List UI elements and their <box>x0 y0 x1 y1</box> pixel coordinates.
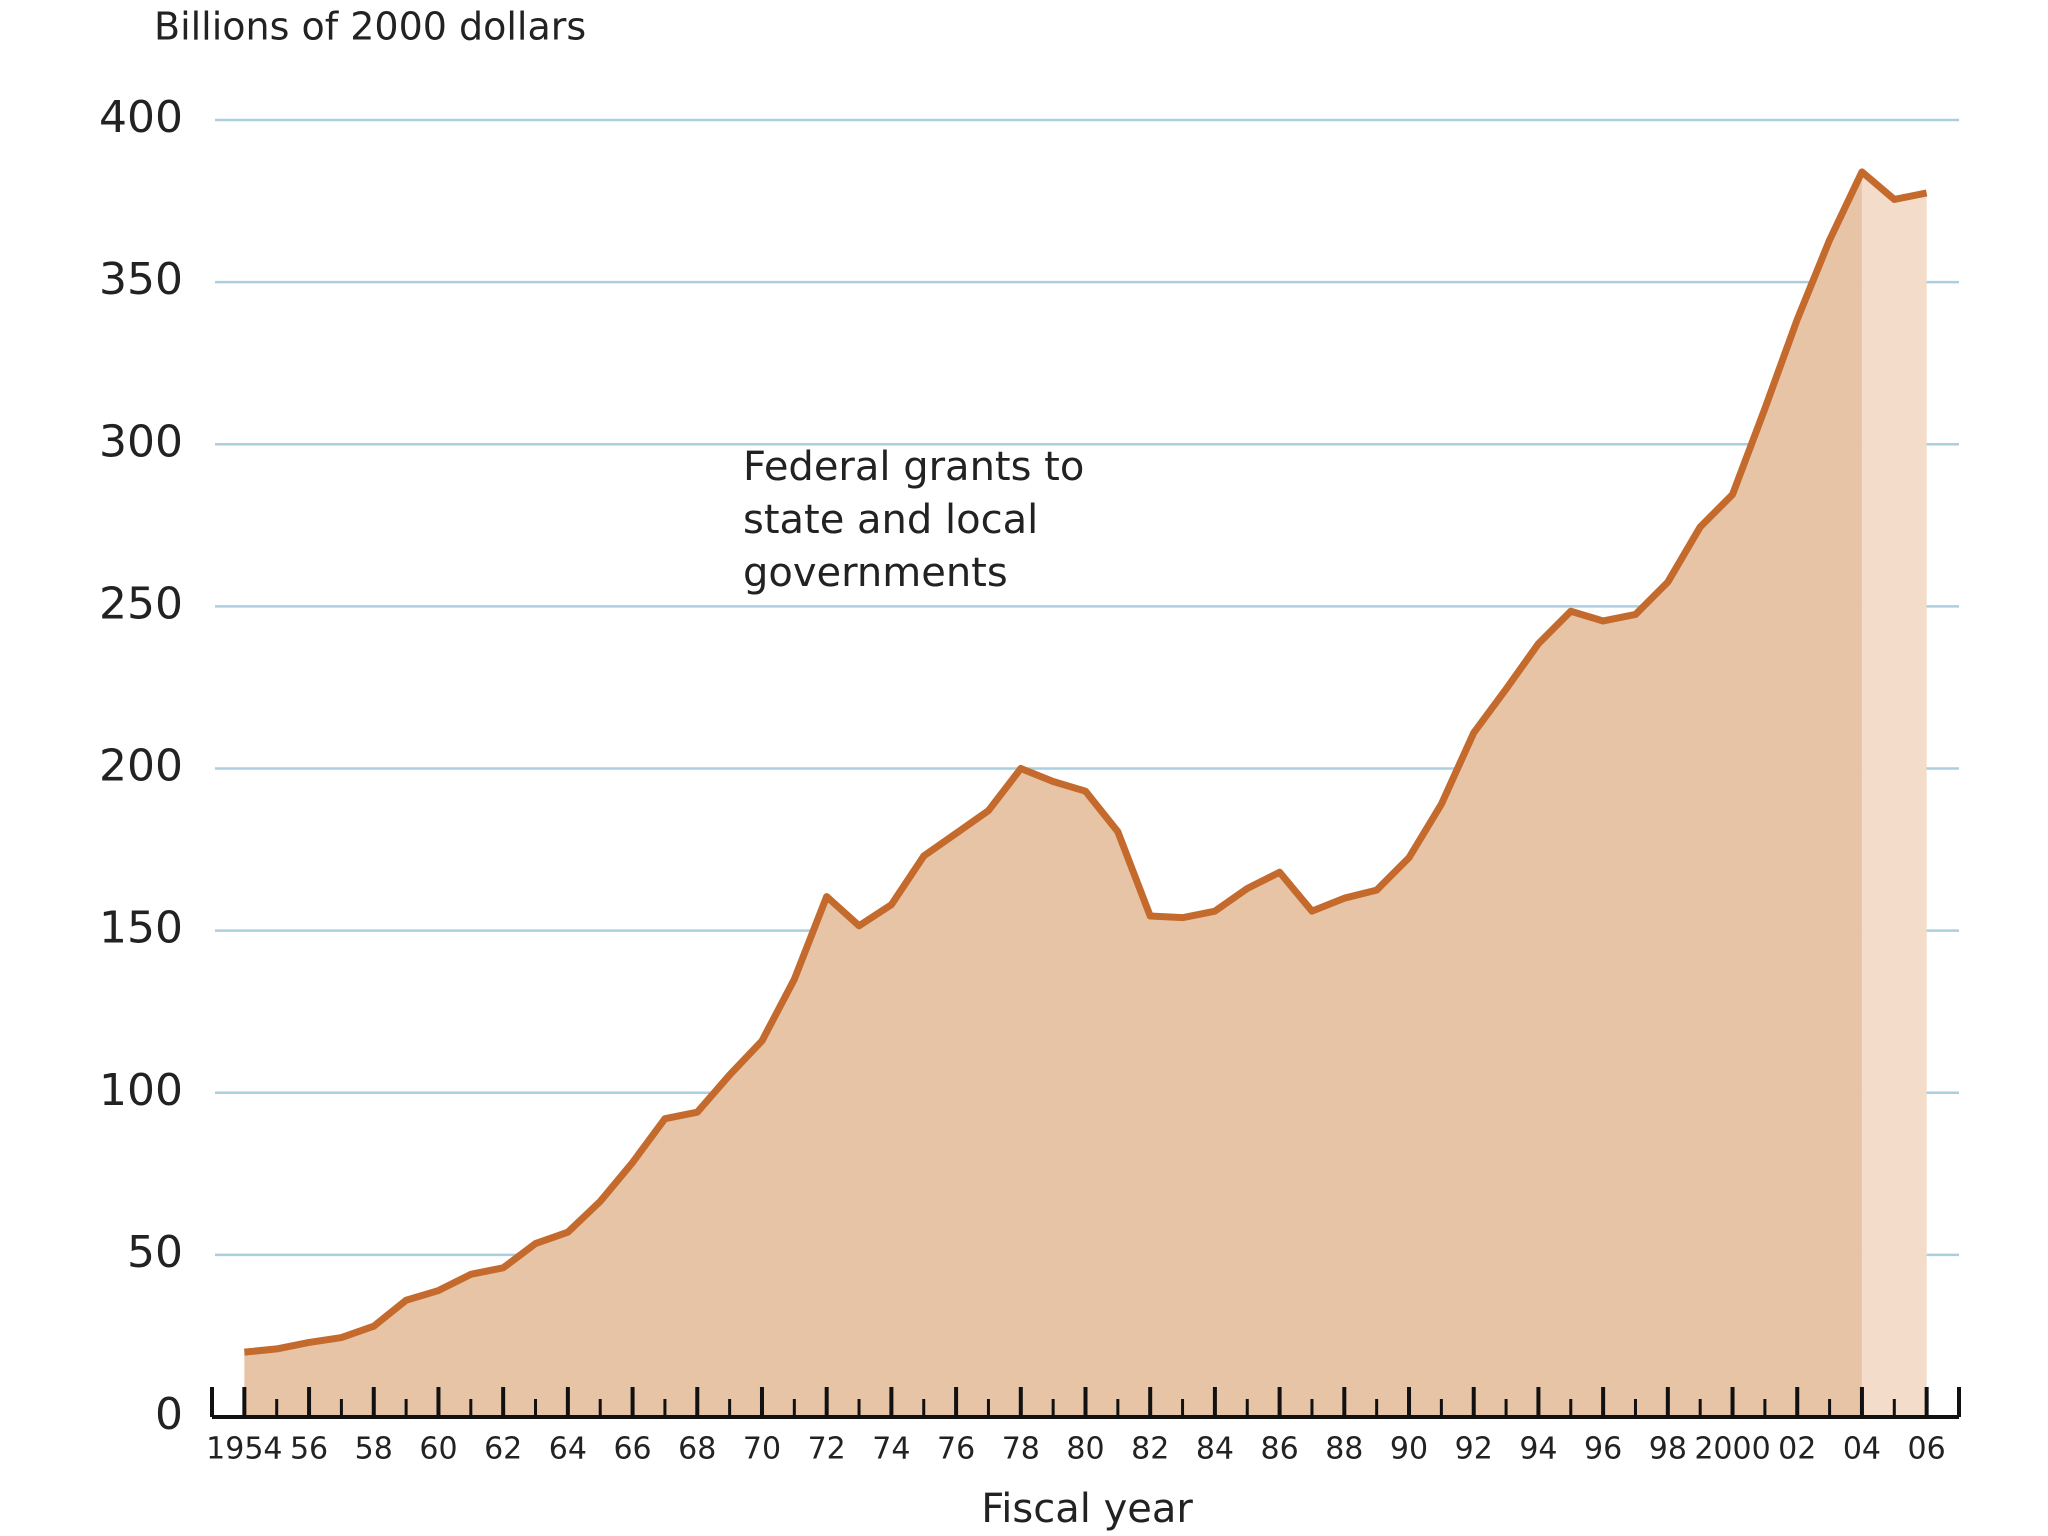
x-tick-label: 66 <box>613 1432 651 1467</box>
y-tick-label: 50 <box>127 1227 183 1278</box>
x-tick-label: 76 <box>937 1432 975 1467</box>
annotation: Federal grants to <box>743 444 1084 490</box>
area-fill <box>244 171 1862 1417</box>
x-tick-label: 78 <box>1002 1432 1040 1467</box>
y-tick-label: 0 <box>155 1389 183 1440</box>
x-tick-label: 74 <box>872 1432 910 1467</box>
estimate-area-fill <box>1861 171 1927 1417</box>
x-axis-label: Fiscal year <box>981 1486 1193 1532</box>
x-tick-label: 82 <box>1131 1432 1169 1467</box>
x-tick-label: 06 <box>1908 1432 1946 1467</box>
y-tick-label: 300 <box>99 416 183 467</box>
x-tick-label: 58 <box>355 1432 393 1467</box>
x-tick-label: 98 <box>1649 1432 1687 1467</box>
x-tick-label: 04 <box>1843 1432 1881 1467</box>
x-tick-label: 02 <box>1778 1432 1816 1467</box>
x-tick-label: 92 <box>1455 1432 1493 1467</box>
y-axis-label: Billions of 2000 dollars <box>154 5 586 49</box>
x-tick-label: 96 <box>1584 1432 1622 1467</box>
x-tick-label: 90 <box>1390 1432 1428 1467</box>
x-tick-label: 56 <box>290 1432 328 1467</box>
x-tick-label: 86 <box>1261 1432 1299 1467</box>
x-tick-label: 2000 <box>1694 1432 1770 1467</box>
annotation: state and local <box>743 497 1038 543</box>
y-tick-label: 100 <box>99 1065 183 1116</box>
x-tick-label: 64 <box>549 1432 587 1467</box>
line <box>244 168 1928 1356</box>
y-tick-label: 150 <box>99 903 183 954</box>
x-tick-label: 1954 <box>206 1432 282 1467</box>
annotation: governments <box>743 550 1008 596</box>
y-tick-label: 200 <box>99 741 183 792</box>
x-tick-label: 94 <box>1519 1432 1557 1467</box>
x-tick-label: 72 <box>808 1432 846 1467</box>
y-tick-label: 250 <box>99 578 183 629</box>
x-tick-label: 88 <box>1325 1432 1363 1467</box>
x-tick-label: 60 <box>419 1432 457 1467</box>
y-tick-label: 350 <box>99 254 183 305</box>
x-tick-label: 70 <box>743 1432 781 1467</box>
y-tick-label: 400 <box>99 92 183 143</box>
x-tick-label: 84 <box>1196 1432 1234 1467</box>
x-tick-label: 68 <box>678 1432 716 1467</box>
x-tick-label: 62 <box>484 1432 522 1467</box>
x-tick-label: 80 <box>1066 1432 1104 1467</box>
